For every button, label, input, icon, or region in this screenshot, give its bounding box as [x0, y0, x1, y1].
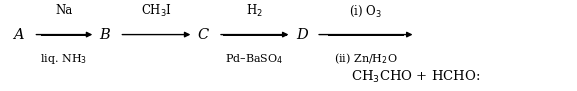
Text: (i) O$_3$: (i) O$_3$: [349, 3, 383, 19]
Text: C: C: [198, 28, 209, 42]
Text: A: A: [13, 28, 23, 42]
Text: (ii) Zn/H$_2$O: (ii) Zn/H$_2$O: [334, 52, 398, 66]
Text: Pd–BaSO$_4$: Pd–BaSO$_4$: [225, 52, 284, 66]
Text: B: B: [99, 28, 110, 42]
Text: CH$_3$I: CH$_3$I: [141, 3, 172, 19]
Text: Na: Na: [55, 4, 73, 17]
Text: CH$_3$CHO + HCHO:: CH$_3$CHO + HCHO:: [351, 69, 480, 85]
Text: H$_2$: H$_2$: [246, 3, 263, 19]
Text: liq. NH$_3$: liq. NH$_3$: [40, 52, 88, 66]
Text: D: D: [296, 28, 308, 42]
